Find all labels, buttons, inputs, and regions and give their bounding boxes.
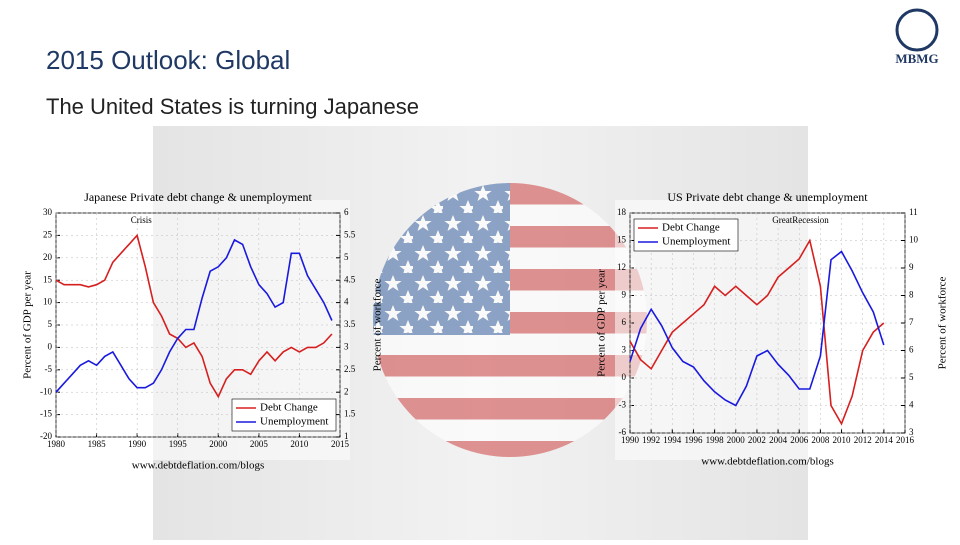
x-tick-label: 2012 [854, 435, 872, 445]
y2-tick-label: 5 [909, 372, 914, 382]
legend-label: Debt Change [260, 402, 318, 414]
legend-label: Unemployment [662, 236, 730, 248]
y-tick-label: 18 [617, 207, 627, 217]
legend-box [633, 218, 739, 252]
x-tick-label: 1996 [684, 435, 703, 445]
x-tick-label: 1985 [88, 439, 107, 449]
chart-title: US Private debt change & unemployment [667, 190, 868, 204]
y-axis-label: Percent of GDP per year [22, 271, 34, 379]
chart: US Private debt change & unemployment www… [596, 190, 949, 468]
x-tick-label: 2000 [727, 435, 746, 445]
y2-tick-label: 3 [909, 427, 914, 437]
y2-tick-label: 5 [344, 252, 349, 262]
y-tick-label: 9 [622, 290, 627, 300]
y2-tick-label: 6 [909, 345, 914, 355]
y-tick-label: 12 [617, 262, 626, 272]
x-tick-label: 2015 [331, 439, 350, 449]
logo-mark [895, 8, 939, 52]
y2-tick-label: 8 [909, 290, 914, 300]
x-tick-label: 2000 [209, 439, 228, 449]
chart-title: Japanese Private debt change & unemploym… [84, 190, 312, 204]
x-tick-label: 1995 [169, 439, 188, 449]
y2-tick-label: 1 [344, 431, 349, 441]
y-tick-label: 15 [43, 274, 53, 284]
y2-tick-label: 2 [344, 386, 349, 396]
y-tick-label: -20 [40, 431, 52, 441]
series-line [629, 238, 885, 426]
annotation: Crisis [131, 215, 153, 225]
x-tick-label: 1980 [47, 439, 66, 449]
x-tick-label: 1990 [621, 435, 640, 445]
y2-tick-label: 10 [909, 235, 919, 245]
y2-tick-label: 4 [909, 400, 914, 410]
x-tick-label: 2005 [250, 439, 269, 449]
y-tick-label: 20 [43, 252, 53, 262]
y2-tick-label: 1.5 [344, 409, 356, 419]
y-tick-label: 30 [43, 207, 53, 217]
y-tick-label: -15 [40, 409, 52, 419]
x-tick-label: 1990 [128, 439, 147, 449]
y2-axis-label: Percent of workforce [372, 278, 384, 371]
y2-tick-label: 11 [909, 207, 918, 217]
y-tick-label: 6 [622, 317, 627, 327]
y-tick-label: 0 [48, 341, 53, 351]
x-tick-label: 1998 [706, 435, 725, 445]
y2-tick-label: 4 [344, 297, 349, 307]
chart: Japanese Private debt change & unemploym… [22, 190, 384, 472]
x-tick-label: 2004 [769, 435, 788, 445]
logo: MBMG [895, 51, 938, 66]
y-tick-label: 15 [617, 235, 627, 245]
x-tick-label: 1992 [642, 435, 660, 445]
y2-tick-label: 2.5 [344, 364, 356, 374]
series-line [55, 238, 333, 393]
y-axis-label: Percent of GDP per year [596, 269, 608, 377]
flag [373, 183, 647, 457]
y2-tick-label: 9 [909, 262, 914, 272]
x-tick-label: 2014 [875, 435, 894, 445]
y-tick-label: -3 [619, 400, 627, 410]
annotation: GreatRecession [772, 215, 829, 225]
legend-label: Debt Change [662, 222, 720, 234]
y-tick-label: 10 [43, 297, 53, 307]
slide-title: 2015 Outlook: Global [46, 45, 290, 75]
x-tick-label: 1994 [663, 435, 682, 445]
y-tick-label: 25 [43, 229, 53, 239]
y-tick-label: -5 [45, 364, 53, 374]
x-tick-label: 2010 [833, 435, 852, 445]
x-tick-label: 2016 [896, 435, 915, 445]
x-tick-label: 2008 [811, 435, 830, 445]
y2-tick-label: 4.5 [344, 274, 356, 284]
y2-tick-label: 6 [344, 207, 349, 217]
y-tick-label: 3 [622, 345, 627, 355]
x-tick-label: 2010 [290, 439, 309, 449]
legend-box [231, 398, 337, 432]
y2-tick-label: 3 [344, 341, 349, 351]
y-tick-label: 0 [622, 372, 627, 382]
y-tick-label: 5 [48, 319, 53, 329]
source: www.debtdeflation.com/blogs [132, 460, 264, 472]
y2-tick-label: 5.5 [344, 229, 356, 239]
series-line [55, 233, 333, 399]
source: www.debtdeflation.com/blogs [701, 456, 833, 468]
legend-label: Unemployment [260, 416, 328, 428]
x-tick-label: 2002 [748, 435, 766, 445]
series-line [629, 250, 885, 407]
y2-axis-label: Percent of workforce [937, 276, 949, 369]
y-tick-label: -10 [40, 386, 52, 396]
y2-tick-label: 3.5 [344, 319, 356, 329]
y-tick-label: -6 [619, 427, 627, 437]
x-tick-label: 2006 [790, 435, 809, 445]
y2-tick-label: 7 [909, 317, 914, 327]
slide-subtitle: The United States is turning Japanese [46, 94, 419, 119]
